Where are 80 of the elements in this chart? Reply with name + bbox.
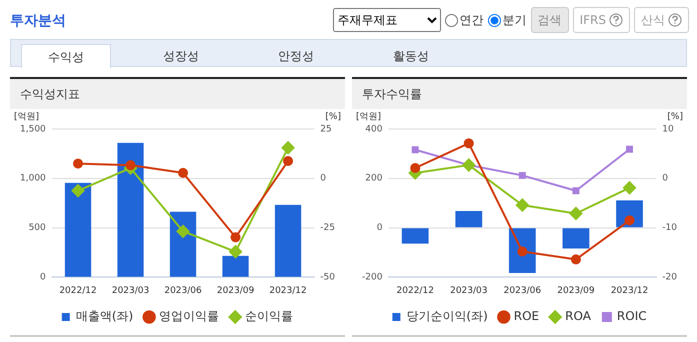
- text: 안정성: [277, 48, 315, 65]
- point: [283, 156, 294, 166]
- point: [282, 141, 295, 154]
- point: [462, 158, 476, 172]
- text: 성장성: [162, 48, 200, 65]
- y-tick-label: 1,500: [20, 124, 46, 134]
- bar: [402, 228, 429, 244]
- bar: [170, 212, 196, 277]
- x-tick-label: 2022/12: [59, 286, 97, 296]
- text: IFRS: [572, 7, 630, 33]
- y-tick-label: 200: [365, 174, 383, 184]
- x-tick-label: 2023/03: [450, 286, 488, 296]
- text: 산식: [634, 7, 689, 33]
- legend-label: ROIC: [616, 309, 647, 324]
- bar: [562, 228, 590, 249]
- y-tick-label: 400: [365, 124, 383, 134]
- chart-title: 수익성지표: [10, 79, 345, 109]
- y2-axis-title: [%]: [667, 112, 683, 122]
- text: 검색: [530, 7, 569, 33]
- legend-label: 당기순이익(좌): [406, 309, 488, 324]
- y-tick-label: 0: [376, 223, 383, 234]
- y-tick-label: 500: [28, 223, 46, 234]
- point: [623, 181, 636, 194]
- point: [410, 163, 420, 174]
- point: [626, 146, 633, 153]
- legend-label: ROE: [514, 309, 540, 324]
- text: 분기: [502, 12, 527, 28]
- point: [412, 146, 419, 154]
- x-tick-label: 2023/12: [610, 286, 648, 296]
- text: 주재무제표: [332, 8, 441, 32]
- x-tick-label: 2023/09: [216, 286, 255, 296]
- legend-label: 영업이익률: [159, 309, 220, 324]
- x-tick-label: 2023/03: [112, 286, 150, 296]
- text: 수익성: [21, 44, 111, 68]
- bar: [455, 211, 482, 228]
- point: [624, 215, 635, 226]
- point: [230, 232, 241, 242]
- point: [178, 168, 188, 178]
- y-axis-title: [억원]: [356, 112, 382, 122]
- x-tick-label: 2022/12: [396, 286, 434, 296]
- y2-tick-label: -50: [320, 272, 336, 283]
- y-tick-label: 1,000: [20, 174, 46, 184]
- y2-tick-label: 25: [320, 124, 332, 134]
- y-tick-label: 0: [40, 272, 46, 283]
- point: [517, 246, 528, 257]
- point: [73, 158, 84, 169]
- legend-label: 순이익률: [245, 309, 294, 324]
- point: [126, 160, 136, 170]
- text: 활동성: [392, 48, 430, 65]
- x-tick-label: 2023/09: [557, 286, 595, 296]
- point: [72, 184, 85, 198]
- point: [176, 224, 190, 238]
- point: [569, 206, 582, 220]
- text: 연간: [458, 12, 484, 28]
- y2-tick-label: 10: [662, 124, 674, 134]
- y2-tick-label: 0: [320, 174, 326, 184]
- bar: [117, 142, 144, 277]
- x-tick-label: 2023/06: [164, 286, 202, 296]
- point: [229, 245, 242, 258]
- point: [572, 187, 580, 194]
- y2-axis-title: [%]: [325, 112, 341, 122]
- point: [516, 198, 529, 212]
- y2-tick-label: -10: [662, 223, 678, 234]
- x-tick-label: 2023/12: [269, 286, 307, 296]
- y-tick-label: -200: [362, 272, 383, 283]
- point: [464, 138, 474, 148]
- y2-tick-label: 0: [662, 174, 668, 184]
- bar: [222, 256, 249, 277]
- y2-tick-label: -25: [320, 223, 336, 234]
- chart-title: 투자수익률: [352, 79, 687, 109]
- bar: [64, 182, 92, 277]
- point: [570, 254, 581, 264]
- bar: [274, 204, 302, 277]
- point: [518, 172, 526, 179]
- legend-label: 매출액(좌): [76, 309, 134, 324]
- y2-tick-label: -20: [662, 272, 678, 283]
- text: 투자분석: [10, 12, 66, 30]
- legend-label: ROA: [565, 309, 592, 324]
- y-axis-title: [억원]: [14, 112, 40, 122]
- x-tick-label: 2023/06: [504, 286, 542, 296]
